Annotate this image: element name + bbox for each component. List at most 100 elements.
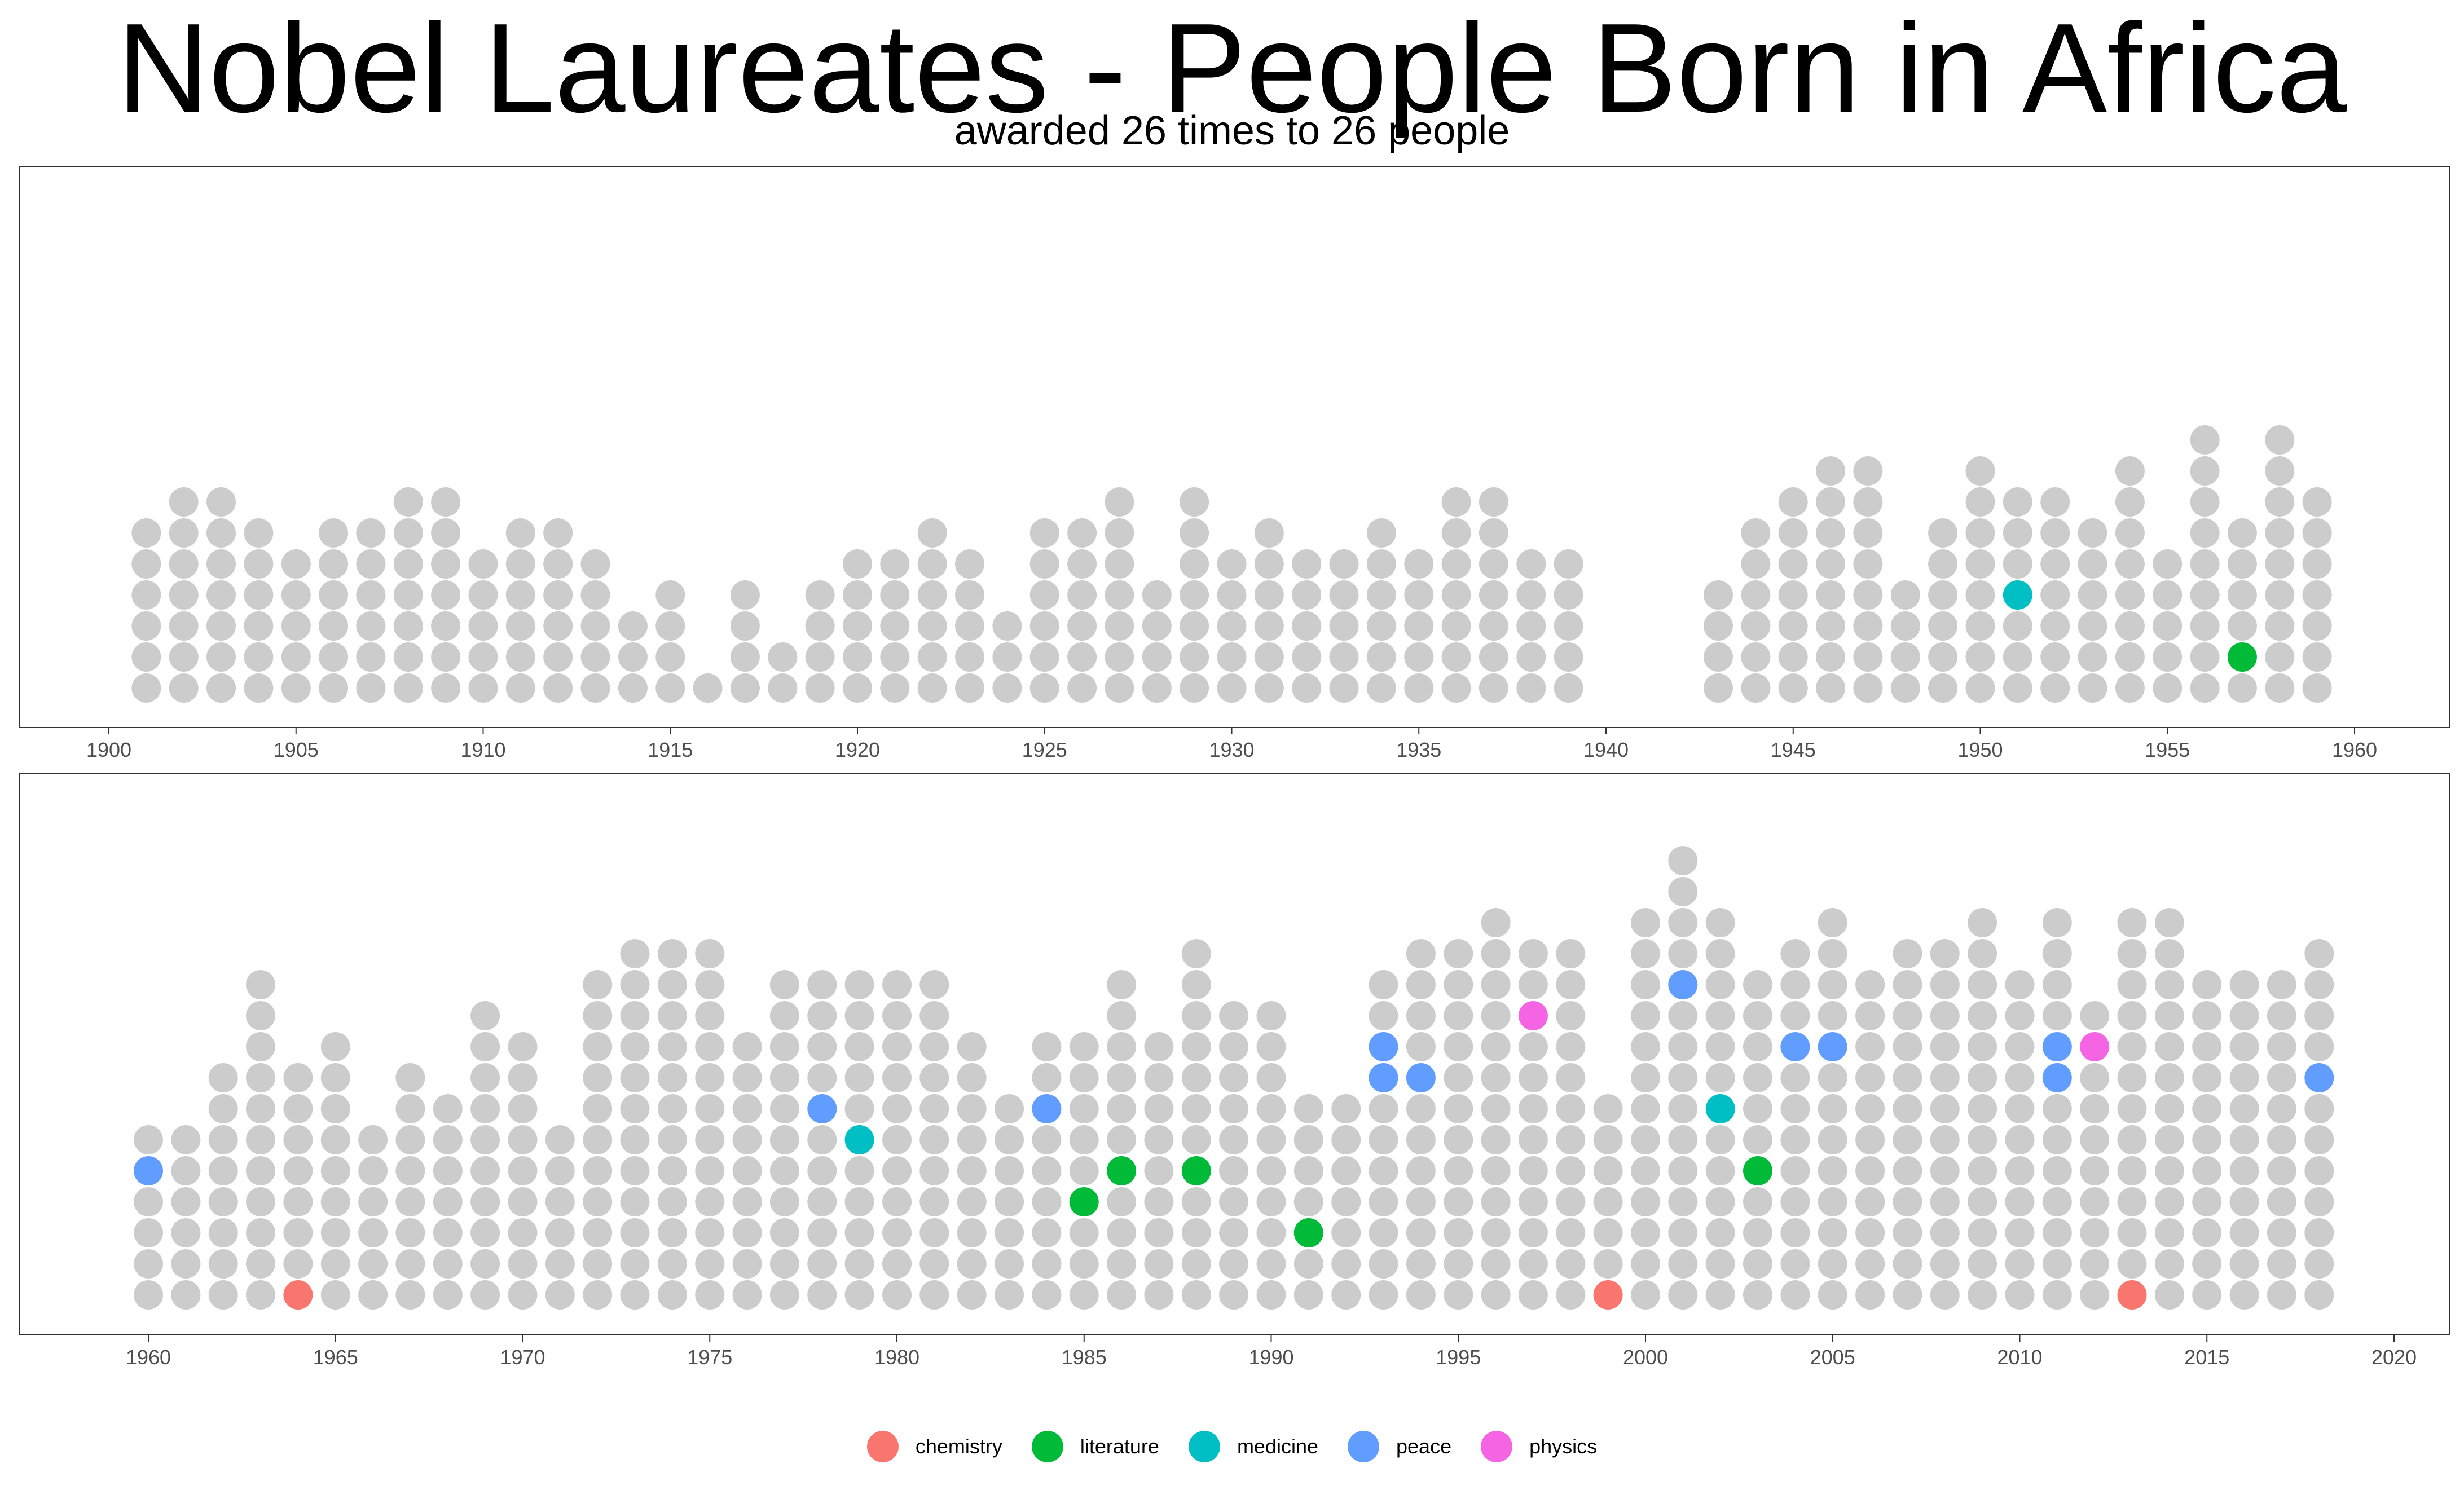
laureate-dot: [2042, 1001, 2072, 1030]
laureate-dot: [1444, 1280, 1473, 1310]
legend-swatch: [1481, 1431, 1513, 1462]
laureate-dot: [695, 1187, 725, 1216]
laureate-dot: [470, 1187, 500, 1216]
laureate-dot: [919, 1249, 949, 1279]
laureate-dot: [171, 1249, 201, 1279]
laureate-dot: [2192, 1218, 2222, 1247]
laureate-dot: [1818, 1249, 1847, 1279]
laureate-dot: [319, 611, 349, 641]
laureate-dot: [508, 1094, 538, 1123]
laureate-dot: [2115, 518, 2145, 548]
laureate-dot: [134, 1125, 163, 1154]
laureate-dot: [470, 1094, 500, 1123]
laureate-dot: [356, 518, 386, 548]
laureate-dot: [208, 1218, 238, 1247]
laureate-dot: [1743, 1063, 1772, 1092]
laureate-dot: [1930, 970, 1960, 999]
laureate-dot: [618, 642, 648, 672]
laureate-dot: [1369, 1280, 1398, 1310]
laureate-dot: [1067, 642, 1097, 672]
laureate-dot: [1705, 908, 1735, 937]
laureate-dot: [1331, 1280, 1361, 1310]
laureate-dot: [1256, 1001, 1286, 1030]
laureate-dot: [1853, 549, 1883, 579]
laureate-dot: [393, 611, 423, 641]
laureate-dot: [2117, 970, 2147, 999]
laureate-dot: [2304, 1094, 2334, 1123]
laureate-dot: [1293, 1187, 1323, 1216]
laureate-dot: [1668, 1218, 1698, 1247]
laureate-dot: [1855, 1094, 1885, 1123]
laureate-dot: [1181, 1032, 1211, 1061]
laureate-dot: [246, 1032, 275, 1061]
laureate-dot: [1366, 549, 1396, 579]
laureate-dot: [1668, 1187, 1698, 1216]
laureate-dot: [2227, 611, 2257, 641]
laureate-dot: [1965, 487, 1995, 517]
laureate-dot: [1518, 939, 1548, 968]
laureate-dot: [1366, 611, 1396, 641]
laureate-dot: [1518, 970, 1548, 999]
laureate-dot: [1219, 1249, 1249, 1279]
laureate-dot: [1292, 611, 1322, 641]
laureate-dot: [657, 1249, 687, 1279]
laureate-dot: [2267, 1001, 2296, 1030]
laureate-dot: [1369, 970, 1398, 999]
laureate-dot: [955, 549, 984, 579]
laureate-dot-literature: [1743, 1156, 1772, 1185]
laureate-dot: [1254, 642, 1284, 672]
panel-border: [19, 166, 2450, 728]
laureate-dot: [1778, 673, 1808, 703]
laureate-dot: [1631, 1187, 1660, 1216]
laureate-dot: [393, 673, 423, 703]
laureate-dot: [620, 1249, 650, 1279]
laureate-dot: [732, 1094, 762, 1123]
laureate-dot: [1893, 970, 1922, 999]
laureate-dot: [919, 1187, 949, 1216]
laureate-dot: [169, 487, 199, 517]
laureate-dot: [320, 1249, 350, 1279]
laureate-dot: [1778, 549, 1808, 579]
laureate-dot: [543, 611, 573, 641]
laureate-dot: [2115, 611, 2145, 641]
laureate-dot: [2192, 970, 2222, 999]
laureate-dot: [1105, 580, 1134, 610]
laureate-dot: [2080, 1249, 2110, 1279]
laureate-dot: [468, 642, 498, 672]
laureate-dot: [1406, 1280, 1436, 1310]
laureate-dot: [246, 1218, 275, 1247]
laureate-dot: [246, 1187, 275, 1216]
laureate-dot: [1631, 939, 1660, 968]
laureate-dot: [431, 580, 461, 610]
laureate-dot: [769, 1032, 799, 1061]
laureate-dot: [1479, 580, 1508, 610]
laureate-dot: [695, 1063, 725, 1092]
laureate-dot: [2005, 1032, 2035, 1061]
laureate-dot: [2080, 1125, 2110, 1154]
laureate-dot: [433, 1218, 463, 1247]
laureate-dot: [1705, 1032, 1735, 1061]
laureate-dot: [244, 673, 274, 703]
laureate-dot: [2154, 1001, 2184, 1030]
laureate-dot: [2117, 1032, 2147, 1061]
laureate-dot: [1631, 1094, 1660, 1123]
laureate-dot: [1631, 1001, 1660, 1030]
laureate-dot: [470, 1249, 500, 1279]
legend-label: literature: [1080, 1435, 1159, 1458]
laureate-dot: [2229, 1156, 2259, 1185]
laureate-dot: [208, 1063, 238, 1092]
laureate-dot: [2117, 939, 2147, 968]
laureate-dot: [395, 1280, 425, 1310]
laureate-dot: [843, 642, 872, 672]
laureate-dot: [1105, 549, 1134, 579]
laureate-dot: [1890, 611, 1920, 641]
laureate-dot: [880, 611, 910, 641]
laureate-dot: [2078, 580, 2107, 610]
laureate-dot: [134, 1280, 163, 1310]
laureate-dot: [1366, 580, 1396, 610]
laureate-dot: [1144, 1249, 1174, 1279]
laureate-dot: [1780, 1156, 1810, 1185]
laureate-dot: [583, 1187, 613, 1216]
laureate-dot: [1406, 939, 1436, 968]
laureate-dot: [695, 1032, 725, 1061]
